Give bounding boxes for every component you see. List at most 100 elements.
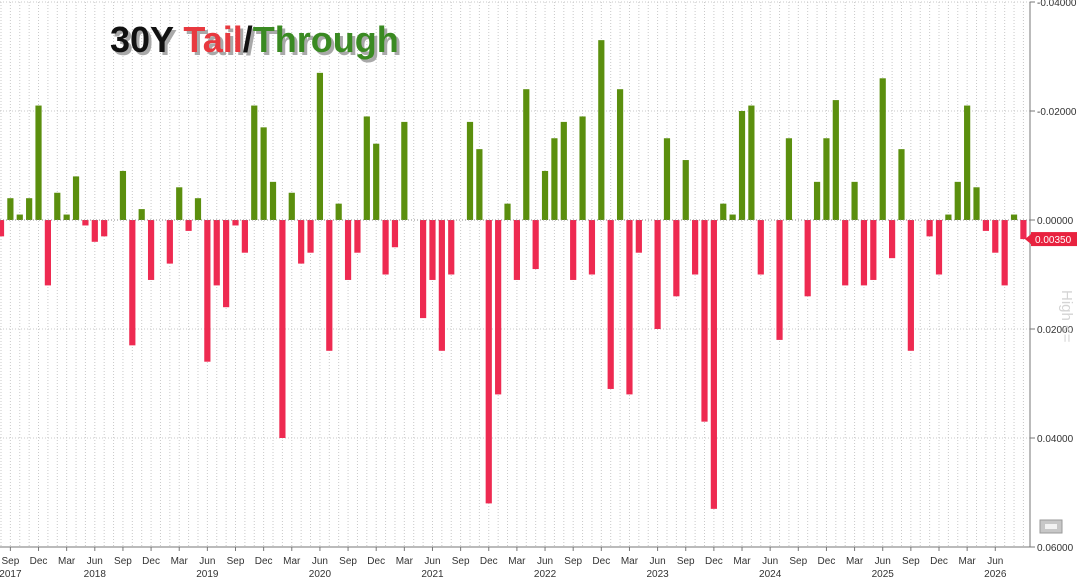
bar-tail <box>1001 220 1008 286</box>
bar-tail <box>982 220 989 231</box>
bar-tail <box>673 220 680 297</box>
bar-tail <box>420 220 427 319</box>
bar-tail <box>870 220 877 280</box>
bar-through <box>720 203 727 220</box>
bar-through <box>823 138 830 220</box>
bar-through <box>785 138 793 220</box>
x-tick-label: Dec <box>930 556 948 567</box>
bar-through <box>504 203 511 220</box>
bar-tail <box>391 220 399 248</box>
bar-tail <box>776 220 783 340</box>
bar-through <box>579 116 586 220</box>
bar-through <box>954 181 961 220</box>
bar-tail <box>448 220 455 275</box>
x-tick-label: Sep <box>1 556 19 567</box>
x-year-label: 2022 <box>534 569 557 580</box>
x-tick-label: Jun <box>987 556 1003 567</box>
y-tick-label: -0.04000 <box>1037 0 1077 9</box>
bar-tail <box>82 220 89 226</box>
bar-tail <box>710 220 717 509</box>
bar-through <box>832 100 839 220</box>
bar-tail <box>185 220 192 231</box>
bar-tail <box>166 220 173 264</box>
bar-tail <box>232 220 239 226</box>
bar-through <box>119 170 127 220</box>
bar-tail <box>213 220 220 286</box>
bar-tail <box>147 220 155 280</box>
bar-through <box>7 198 14 220</box>
bar-tail <box>635 220 642 253</box>
bar-tail <box>588 220 596 275</box>
bar-tail <box>654 220 661 329</box>
grid-lines <box>0 1 1030 548</box>
x-tick-label: Sep <box>677 556 695 567</box>
chart-title: 30Y Tail/Through <box>110 19 399 60</box>
bar-through <box>682 160 689 220</box>
bar-through <box>813 181 821 220</box>
x-tick-label: Mar <box>733 556 751 567</box>
x-tick-label: Mar <box>508 556 526 567</box>
bar-through <box>288 192 295 220</box>
x-year-label: 2024 <box>759 569 782 580</box>
x-tick-label: Dec <box>705 556 723 567</box>
bar-through <box>663 138 671 220</box>
chart-title-part: 30Y <box>110 19 183 60</box>
bar-through <box>598 40 605 221</box>
bar-tail <box>101 220 108 237</box>
bar-tail <box>495 220 502 395</box>
bar-through <box>16 214 23 220</box>
x-tick-label: Dec <box>367 556 385 567</box>
bar-through <box>260 127 267 220</box>
bar-through <box>269 181 277 220</box>
bar-tail <box>382 220 389 275</box>
bar-tail <box>91 220 98 242</box>
y-tick-label: 0.00000 <box>1037 216 1074 227</box>
bar-tail <box>429 220 436 280</box>
x-year-label: 2025 <box>872 569 895 580</box>
x-tick-label: Sep <box>452 556 470 567</box>
bar-tail <box>129 220 136 346</box>
bar-through <box>54 192 61 220</box>
bar-through <box>729 214 736 220</box>
x-year-label: 2021 <box>421 569 444 580</box>
x-tick-label: Jun <box>762 556 778 567</box>
bar-tail <box>926 220 933 237</box>
x-tick-label: Mar <box>959 556 977 567</box>
settings-icon[interactable] <box>1039 519 1063 534</box>
bar-tail <box>204 220 211 362</box>
bar-tail <box>607 220 614 389</box>
x-year-label: 2018 <box>84 569 107 580</box>
bar-tail <box>326 220 333 351</box>
bar-through <box>316 72 324 220</box>
x-tick-label: Dec <box>592 556 610 567</box>
bar-through <box>138 209 145 220</box>
bar-tail <box>513 220 520 280</box>
y-axis-label: High <= <box>1058 290 1075 343</box>
bar-tail <box>889 220 896 259</box>
x-tick-label: Dec <box>255 556 273 567</box>
bar-through <box>616 89 624 220</box>
bar-through <box>335 203 342 220</box>
bar-tail <box>44 220 51 286</box>
bar-tail <box>804 220 811 297</box>
x-year-label: 2023 <box>646 569 669 580</box>
bar-tail <box>842 220 849 286</box>
x-tick-label: Jun <box>650 556 666 567</box>
bar-through <box>26 198 33 220</box>
x-year-label: 2019 <box>196 569 219 580</box>
y-tick-label: 0.06000 <box>1037 543 1074 554</box>
last-value-badge-pointer <box>1025 234 1031 245</box>
x-tick-label: Dec <box>30 556 48 567</box>
x-tick-label: Sep <box>564 556 582 567</box>
x-tick-label: Sep <box>902 556 920 567</box>
bar-through <box>373 143 380 220</box>
bar-tail <box>701 220 708 422</box>
bar-tail <box>532 220 539 270</box>
bar-tail <box>757 220 764 275</box>
chart-title-shadow: 30Y Tail/Through <box>113 22 402 63</box>
bar-tail <box>907 220 914 351</box>
last-value-badge-box <box>1031 232 1077 247</box>
bar-through <box>551 138 558 220</box>
x-tick-label: Mar <box>396 556 414 567</box>
